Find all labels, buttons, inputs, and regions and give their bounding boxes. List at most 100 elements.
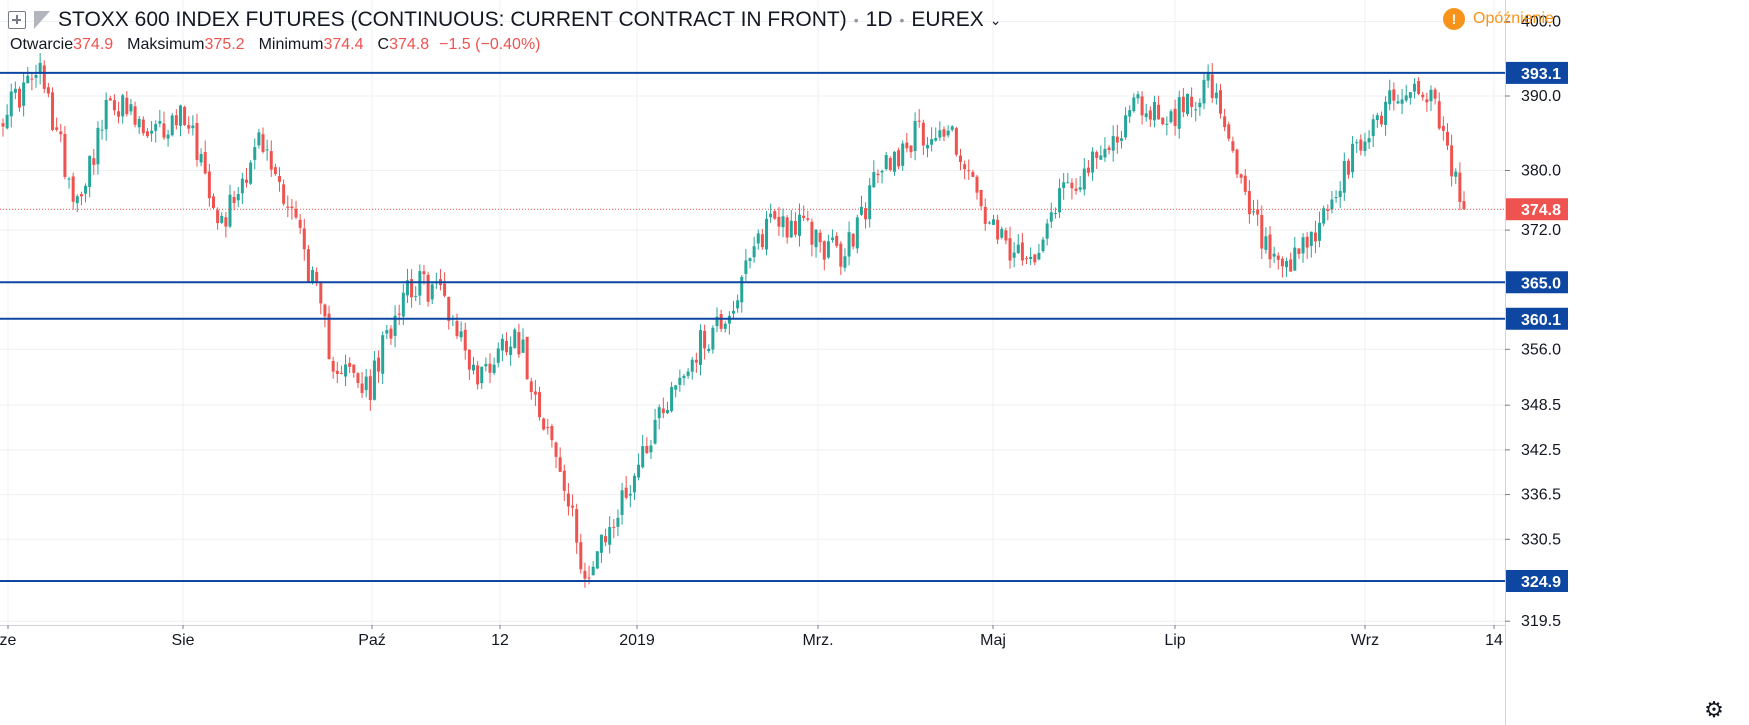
candle-body [525, 336, 529, 380]
candle-body [938, 130, 942, 138]
candle-body [484, 363, 488, 367]
candle-body [1161, 117, 1165, 125]
candle-body [1004, 230, 1008, 241]
candle-body [401, 292, 405, 317]
candle-body [319, 282, 323, 304]
candle-body [921, 122, 925, 146]
candle-body [203, 152, 207, 174]
candle-body [187, 125, 191, 129]
candle-body [756, 233, 760, 244]
candle-body [1012, 252, 1016, 258]
candle-body [170, 115, 174, 136]
candle-body [1037, 252, 1041, 260]
interval-label[interactable]: 1D [865, 8, 893, 31]
candle-body [1379, 115, 1383, 125]
candle-body [96, 127, 100, 165]
candle-body [1400, 99, 1404, 104]
candle-body [1214, 92, 1218, 99]
candle-body [996, 219, 1000, 240]
x-tick-label: Wrz [1351, 632, 1379, 649]
candle-body [975, 176, 979, 193]
separator-dot: • [899, 12, 905, 28]
candle-body [1256, 209, 1260, 215]
candle-body [732, 310, 735, 314]
candle-body [1025, 258, 1029, 260]
exchange-label[interactable]: EUREX [911, 8, 984, 31]
horizontal-level-lines[interactable] [0, 71, 1505, 582]
candle-body [1272, 253, 1276, 257]
candle-body [802, 215, 806, 218]
candle-body [1301, 237, 1305, 254]
candle-body [558, 457, 562, 472]
candle-body [674, 385, 678, 390]
candle-body [740, 276, 744, 303]
candle-body [1144, 113, 1148, 118]
candle-body [855, 217, 859, 249]
candle-body [323, 304, 327, 317]
y-tick-label: 400.0 [1521, 14, 1561, 31]
level-price-badge-bg [1506, 271, 1568, 294]
candle-body [104, 99, 108, 130]
candle-body [389, 328, 393, 339]
candle-body [595, 551, 599, 569]
candle-body [604, 536, 608, 543]
candle-body [273, 167, 277, 175]
candle-body [542, 418, 546, 430]
candle-body [670, 387, 674, 412]
low-label: Minimum [258, 36, 324, 53]
candle-body [599, 534, 603, 553]
candle-body [868, 185, 872, 220]
open-value: 374.9 [73, 36, 114, 53]
candle-body [1074, 188, 1078, 191]
candle-body [641, 446, 645, 468]
candle-body [513, 329, 517, 348]
candle-body [195, 123, 199, 161]
candle-body [1219, 90, 1222, 114]
candle-body [1049, 212, 1053, 222]
candle-body [393, 315, 397, 336]
candle-body [1313, 232, 1317, 242]
candle-body [769, 213, 773, 218]
gear-icon[interactable]: ⚙ [1704, 697, 1724, 722]
candle-body [211, 196, 215, 208]
candle-body [207, 171, 211, 199]
candle-body [1462, 201, 1466, 210]
candle-body [1140, 96, 1144, 116]
candle-body [455, 320, 459, 337]
candle-body [75, 196, 79, 204]
candle-body [377, 357, 381, 372]
y-tick-label: 336.5 [1521, 487, 1561, 504]
candle-body [18, 88, 22, 108]
candle-body [1016, 244, 1020, 254]
candle-body [859, 206, 863, 215]
candle-body [653, 419, 657, 444]
candle-body [88, 155, 92, 187]
candle-body [884, 155, 888, 170]
level-price-badge-bg [1506, 61, 1568, 84]
candle-body [364, 376, 368, 391]
chevron-down-icon[interactable]: ⌄ [989, 11, 1002, 28]
candle-body [1276, 255, 1280, 260]
candle-body [9, 91, 13, 117]
candle-body [785, 217, 789, 238]
add-symbol-icon[interactable] [8, 11, 26, 29]
delay-badge[interactable]: ! Opóźnienie [1443, 8, 1554, 30]
candle-body [575, 509, 579, 543]
y-tick-label: 372.0 [1521, 222, 1561, 239]
flag-icon[interactable] [34, 11, 50, 29]
candle-body [158, 121, 162, 124]
candle-body [777, 216, 781, 227]
candle-body [509, 346, 513, 355]
symbol-title[interactable]: STOXX 600 INDEX FUTURES (CONTINUOUS: CUR… [58, 8, 847, 31]
candle-body [1375, 115, 1379, 120]
candle-body [459, 331, 463, 338]
candle-body [1206, 72, 1210, 81]
candle-body [1033, 254, 1037, 263]
candle-body [810, 221, 814, 245]
candle-body [1198, 102, 1202, 108]
candle-body [1177, 97, 1181, 129]
candle-body [1190, 96, 1194, 107]
candle-body [1132, 97, 1136, 112]
candle-body [765, 218, 769, 250]
